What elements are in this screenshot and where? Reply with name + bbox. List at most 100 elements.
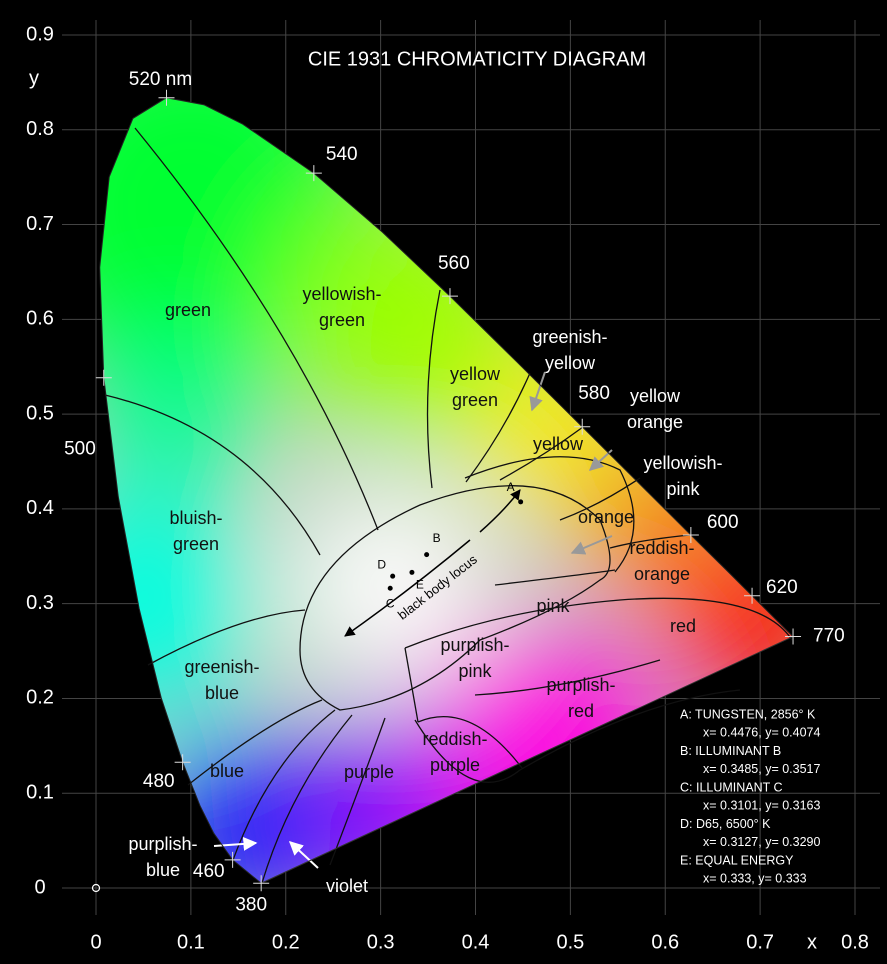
region-line: greenish- xyxy=(184,657,259,677)
origin-marker xyxy=(91,883,101,893)
region-line: yellowish- xyxy=(643,453,722,473)
wavelength-tick xyxy=(158,89,175,106)
illuminant-letter: C xyxy=(386,596,395,610)
region-line: green xyxy=(173,534,219,554)
region-line: yellow xyxy=(630,386,681,406)
illuminant-point xyxy=(409,569,415,575)
region-line: purplish- xyxy=(440,635,509,655)
legend-title: A: TUNGSTEN, 2856° K xyxy=(680,707,816,721)
region-line: yellow xyxy=(533,434,584,454)
legend-title: C: ILLUMINANT C xyxy=(680,780,783,794)
region-label: violet xyxy=(326,876,368,896)
wavelength-label: 540 xyxy=(326,144,358,165)
y-tick-label: 0 xyxy=(34,876,45,898)
region-label: purple xyxy=(344,762,394,782)
region-line: green xyxy=(319,310,365,330)
region-label: yellow orange xyxy=(627,386,683,432)
chart-title: CIE 1931 CHROMATICITY DIAGRAM xyxy=(308,48,646,70)
region-label: yellow xyxy=(533,434,584,454)
wavelength-label: 480 xyxy=(143,771,175,792)
color-blob xyxy=(670,532,793,713)
legend-title: D: D65, 6500° K xyxy=(680,817,771,831)
region-label: blue xyxy=(210,761,244,781)
wavelength-label: 520 nm xyxy=(129,69,192,90)
region-line: greenish- xyxy=(532,327,607,347)
wavelength-tick xyxy=(441,288,458,305)
spectral-locus xyxy=(99,97,794,884)
wavelength-tick xyxy=(305,165,322,182)
region-line: bluish- xyxy=(169,508,222,528)
region-line: violet xyxy=(326,876,368,896)
illuminant-point xyxy=(424,552,430,558)
region-line: green xyxy=(165,300,211,320)
illuminant-letter: B xyxy=(433,531,441,545)
region-label: purplish-blue xyxy=(128,834,197,880)
y-tick-label: 0.1 xyxy=(26,782,54,804)
region-label: yellowish-green xyxy=(302,284,381,330)
legend-title: B: ILLUMINANT B xyxy=(680,744,781,758)
region-line: reddish- xyxy=(422,729,487,749)
x-tick-label: 0.5 xyxy=(556,931,584,953)
wavelength-tick xyxy=(95,369,112,386)
legend-coords: x= 0.333, y= 0.333 xyxy=(703,871,807,885)
y-tick-label: 0.9 xyxy=(26,23,54,45)
wavelength-label: 460 xyxy=(193,861,225,882)
legend-coords: x= 0.4476, y= 0.4074 xyxy=(703,725,821,739)
color-blob xyxy=(295,489,486,680)
illuminant-point xyxy=(390,573,396,579)
region-label: purplish-pink xyxy=(440,635,509,681)
region-line: pink xyxy=(666,479,700,499)
purple-line xyxy=(260,636,794,884)
y-tick-label: 0.7 xyxy=(26,213,54,235)
region-label: greenish-yellow xyxy=(532,327,607,373)
region-line: blue xyxy=(210,761,244,781)
region-line: blue xyxy=(205,683,239,703)
wavelength-tick xyxy=(224,851,241,868)
region-label: pink xyxy=(536,596,570,616)
region-label: red xyxy=(670,616,696,636)
region-label: orange xyxy=(578,507,634,527)
region-line: blue xyxy=(146,860,180,880)
wavelength-tick xyxy=(785,628,802,645)
region-line: orange xyxy=(634,564,690,584)
wavelength-label: 600 xyxy=(707,512,739,533)
y-tick-label: 0.6 xyxy=(26,308,54,330)
wavelength-tick xyxy=(253,875,270,892)
region-label: greenish-blue xyxy=(184,657,259,703)
wavelength-tick xyxy=(574,418,591,435)
region-line: orange xyxy=(578,507,634,527)
x-tick-label: 0.2 xyxy=(272,931,300,953)
wavelength-label: 500 xyxy=(64,439,96,460)
y-tick-label: 0.3 xyxy=(26,592,54,614)
x-axis-label: x xyxy=(807,931,817,953)
region-label: purplish-red xyxy=(546,675,615,721)
illuminant-letter: A xyxy=(507,480,515,494)
region-line: purple xyxy=(344,762,394,782)
x-tick-label: 0.3 xyxy=(367,931,395,953)
y-tick-label: 0.8 xyxy=(26,118,54,140)
region-label: yellowish-pink xyxy=(643,453,722,499)
region-label: reddish-orange xyxy=(629,538,694,584)
illuminant-point xyxy=(387,585,393,591)
region-line: yellowish- xyxy=(302,284,381,304)
legend-coords: x= 0.3101, y= 0.3163 xyxy=(703,798,821,812)
wavelength-tick xyxy=(682,526,699,543)
region-line: reddish- xyxy=(629,538,694,558)
y-tick-label: 0.2 xyxy=(26,687,54,709)
region-line: yellow xyxy=(545,353,596,373)
wavelength-label: 770 xyxy=(813,626,845,647)
color-blob xyxy=(99,493,254,714)
x-tick-label: 0.6 xyxy=(651,931,679,953)
legend-coords: x= 0.3485, y= 0.3517 xyxy=(703,762,821,776)
illuminant-point xyxy=(518,499,524,505)
y-tick-label: 0.5 xyxy=(26,402,54,424)
region-line: red xyxy=(568,701,594,721)
x-tick-label: 0.7 xyxy=(746,931,774,953)
region-label: bluish-green xyxy=(169,508,222,554)
data xyxy=(95,89,802,892)
pointer-arrows xyxy=(213,371,613,869)
region-label: yellow green xyxy=(450,364,501,410)
legend-title: E: EQUAL ENERGY xyxy=(680,853,794,867)
wavelength-label: 620 xyxy=(766,577,798,598)
